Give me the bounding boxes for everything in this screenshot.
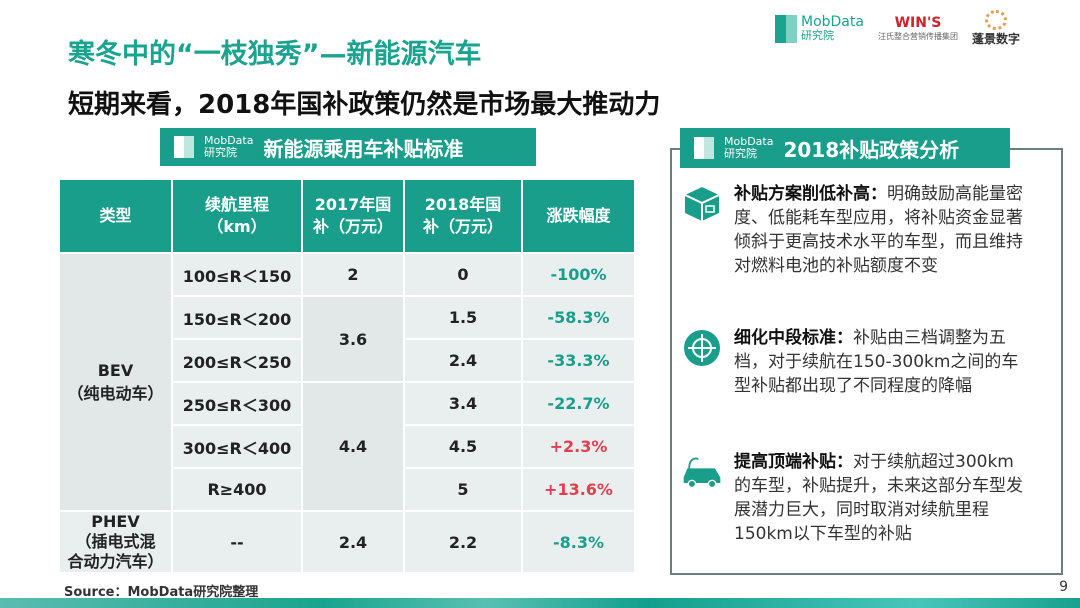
footer-strip (0, 598, 1080, 608)
electric-car-icon (680, 450, 724, 494)
subsidy-2017-cell: 3.6 (303, 297, 405, 381)
policy-text: 提高顶端补贴：对于续航超过300km的车型，补贴提升，未来这部分车型发展潜力巨大… (734, 452, 1023, 544)
table-row: 300≤R＜400 4.5 +2.3% (60, 426, 636, 467)
change-cell: +2.3% (523, 426, 636, 467)
range-cell: 150≤R＜200 (173, 297, 303, 338)
source-note: Source：MobData研究院整理 (64, 585, 259, 600)
mobdata-logo: MobData 研究院 (775, 14, 864, 43)
penjing-text: 蓬景数字 (971, 32, 1020, 46)
banner-title: 新能源乘用车补贴标准 (263, 136, 464, 161)
subsidy-2018-cell: 3.4 (405, 383, 523, 424)
subsidy-2018-cell: 1.5 (405, 297, 523, 338)
penjing-logo: 蓬景数字 (972, 10, 1020, 47)
change-cell: -100% (523, 254, 636, 295)
target-icon (680, 326, 724, 370)
col-header: 涨跌幅度 (523, 180, 636, 252)
range-cell: -- (173, 512, 303, 572)
range-cell: 250≤R＜300 (173, 383, 303, 424)
subsidy-2018-cell: 5 (405, 469, 523, 510)
subsidy-2018-cell: 2.4 (405, 340, 523, 381)
col-header: 2017年国 补（万元） (303, 180, 405, 252)
subsidy-table: 类型 续航里程 （km） 2017年国 补（万元） 2018年国 补（万元） 涨… (60, 178, 636, 574)
table-row: 200≤R＜250 2.4 -33.3% (60, 340, 636, 381)
type-cell-bev: BEV （纯电动车） (60, 254, 173, 510)
range-cell: 100≤R＜150 (173, 254, 303, 295)
col-header: 类型 (60, 180, 173, 252)
change-cell: -22.7% (523, 383, 636, 424)
page-number: 9 (1059, 579, 1068, 595)
banner-title: 2018补贴政策分析 (783, 137, 960, 162)
building-icon (174, 136, 194, 158)
building-icon (694, 137, 714, 159)
page-title: 寒冬中的“一枝独秀”—新能源汽车 (68, 39, 482, 70)
building-icon (775, 14, 797, 43)
subsidy-2017-cell: 2.4 (303, 512, 405, 572)
panel-banner: MobData 研究院 2018补贴政策分析 (680, 128, 1010, 168)
page-subtitle: 短期来看，2018年国补政策仍然是市场最大推动力 (68, 90, 661, 120)
subsidy-2017-cell: 4.4 (303, 383, 405, 510)
banner-logo-text: MobData 研究院 (204, 134, 254, 159)
col-header: 续航里程 （km） (173, 180, 303, 252)
change-cell: -58.3% (523, 297, 636, 338)
wins-text: WIN'S (894, 15, 942, 31)
table-row: 150≤R＜200 3.6 1.5 -58.3% (60, 297, 636, 381)
subsidy-2018-cell: 4.5 (405, 426, 523, 467)
policy-text: 细化中段标准：补贴由三档调整为五档，对于续航在150-300km之间的车型补贴都… (734, 328, 1019, 396)
subsidy-2017-cell: 2 (303, 254, 405, 295)
table-row: 250≤R＜300 4.4 3.4 -22.7% (60, 383, 636, 510)
logo-subtext: 研究院 (801, 29, 834, 42)
table-row: R≥400 5 +13.6% (60, 469, 636, 510)
logo-bar: MobData 研究院 WIN'S 汪氏整合营销传播集团 蓬景数字 (775, 10, 1020, 47)
change-cell: +13.6% (523, 469, 636, 510)
range-cell: R≥400 (173, 469, 303, 510)
policy-item: 细化中段标准：补贴由三档调整为五档，对于续航在150-300km之间的车型补贴都… (680, 326, 1060, 398)
range-cell: 300≤R＜400 (173, 426, 303, 467)
policy-item: 提高顶端补贴：对于续航超过300km的车型，补贴提升，未来这部分车型发展潜力巨大… (680, 450, 1060, 546)
change-cell: -33.3% (523, 340, 636, 381)
logo-text: MobData (801, 14, 864, 30)
banner-logo-text: MobData 研究院 (724, 135, 774, 160)
box-icon (680, 182, 724, 226)
change-cell: -8.3% (523, 512, 636, 572)
dots-icon (984, 10, 1007, 30)
policy-text: 补贴方案削低补高：明确鼓励高能量密度、低能耗车型应用，将补贴资金显著倾斜于更高技… (734, 184, 1023, 276)
subsidy-2018-cell: 0 (405, 254, 523, 295)
table-banner: MobData 研究院 新能源乘用车补贴标准 (160, 128, 536, 166)
table-row: PHEV （插电式混 合动力汽车） -- 2.4 2.2 -8.3% (60, 512, 636, 572)
wins-subtext: 汪氏整合营销传播集团 (877, 32, 958, 41)
range-cell: 200≤R＜250 (173, 340, 303, 381)
subsidy-2018-cell: 2.2 (405, 512, 523, 572)
wins-logo: WIN'S 汪氏整合营销传播集团 (878, 15, 958, 42)
col-header: 2018年国 补（万元） (405, 180, 523, 252)
table-row: BEV （纯电动车） 100≤R＜150 2 0 -100% (60, 254, 636, 510)
type-cell-phev: PHEV （插电式混 合动力汽车） (60, 512, 173, 572)
table-header-row: 类型 续航里程 （km） 2017年国 补（万元） 2018年国 补（万元） 涨… (60, 180, 636, 252)
policy-item: 补贴方案削低补高：明确鼓励高能量密度、低能耗车型应用，将补贴资金显著倾斜于更高技… (680, 182, 1060, 278)
